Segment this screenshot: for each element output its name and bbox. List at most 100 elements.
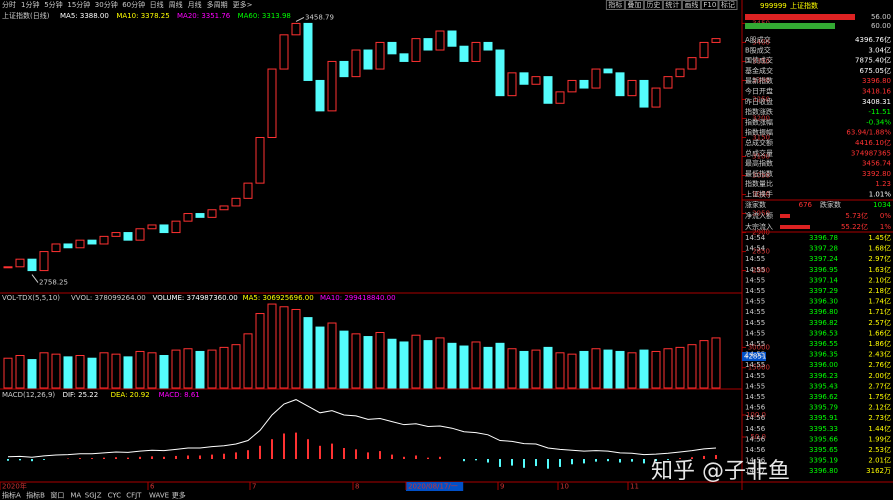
candle xyxy=(507,72,517,97)
status-button[interactable]: 更多 xyxy=(172,491,186,500)
volume-bar xyxy=(675,346,685,389)
toolbar-button[interactable]: 15分钟 xyxy=(67,0,90,9)
tick-amount: 2.01亿 xyxy=(868,456,891,465)
status-button[interactable]: 窗口 xyxy=(50,491,64,500)
date-label: 2020/08/17/一 xyxy=(408,483,458,491)
candle xyxy=(375,41,385,70)
field-value: 3408.31 xyxy=(862,98,891,106)
tick-time: 14:55 xyxy=(745,372,765,380)
toolbar-button[interactable]: 周线 xyxy=(169,0,183,9)
volume-bar xyxy=(3,357,13,389)
tick-time: 14:55 xyxy=(745,382,765,390)
candle xyxy=(627,79,637,97)
volume-bar xyxy=(375,331,385,389)
tick-price: 3396.78 xyxy=(809,234,838,242)
candle xyxy=(363,49,373,70)
toolbar-button[interactable]: 5分钟 xyxy=(44,0,62,9)
candle xyxy=(435,30,445,51)
status-button[interactable]: CYC xyxy=(108,492,122,500)
volume-bar xyxy=(639,349,649,389)
toolbar-button[interactable]: 统计 xyxy=(665,0,679,9)
volume-bar xyxy=(411,334,421,389)
toolbar-button[interactable]: 月线 xyxy=(188,0,202,9)
tick-price: 3395.65 xyxy=(809,446,838,454)
toolbar-button[interactable]: 多周期 xyxy=(207,0,228,9)
field-label: 今日开盘 xyxy=(745,87,773,96)
tick-amount: 2.12亿 xyxy=(868,403,891,412)
toolbar-frame xyxy=(700,0,719,10)
status-button[interactable]: WAVE xyxy=(149,492,169,500)
status-button[interactable]: 指标A xyxy=(2,491,21,500)
status-button[interactable]: MA xyxy=(70,492,81,500)
volume-bar xyxy=(531,349,541,389)
candle xyxy=(351,49,361,78)
tick-price: 3396.00 xyxy=(809,361,838,369)
toolbar-button[interactable]: 更多> xyxy=(233,0,253,9)
field-value: -0.34% xyxy=(866,118,891,126)
candle xyxy=(639,79,649,108)
status-button[interactable]: CFJT xyxy=(126,492,142,500)
toolbar-button[interactable]: 叠加 xyxy=(627,0,641,9)
candle xyxy=(411,38,421,62)
tick-time: 14:55 xyxy=(745,298,765,306)
current-volume-label: 42851 xyxy=(744,353,766,361)
tick-time: 14:55 xyxy=(745,255,765,263)
volume-bar xyxy=(159,355,169,389)
toolbar-button[interactable]: 30分钟 xyxy=(95,0,118,9)
status-button[interactable]: 指标B xyxy=(26,491,45,500)
candle xyxy=(207,209,217,218)
candle xyxy=(555,91,565,104)
tick-amount: 2.77亿 xyxy=(868,381,891,390)
y-tick-label: 3200 xyxy=(752,114,770,122)
field-label: 最低指数 xyxy=(745,169,773,178)
volume-bar xyxy=(423,340,433,389)
toolbar-button[interactable]: F10 xyxy=(703,1,716,9)
field-value: -11.51 xyxy=(868,108,891,116)
toolbar-frame xyxy=(624,0,644,10)
tick-amount: 1.66亿 xyxy=(868,328,891,337)
strength-value: 56.00 xyxy=(871,13,891,21)
toolbar-button[interactable]: 历史 xyxy=(646,0,660,9)
flow-value: 5.73亿 xyxy=(845,211,868,220)
tick-amount: 2.57亿 xyxy=(868,318,891,327)
flow-pct: 0% xyxy=(880,212,891,220)
tick-time: 14:55 xyxy=(745,266,765,274)
volume-bar xyxy=(711,337,721,389)
toolbar-button[interactable]: 分时 xyxy=(2,0,16,9)
toolbar-button[interactable]: 日线 xyxy=(150,0,164,9)
tick-amount: 2.00亿 xyxy=(868,371,891,380)
candle xyxy=(243,182,253,199)
volume-bar xyxy=(603,349,613,389)
toolbar-button[interactable]: 标记 xyxy=(721,0,735,9)
tick-price: 3395.19 xyxy=(809,457,838,465)
date-label: 10 xyxy=(560,483,569,491)
field-value: 3418.16 xyxy=(862,88,891,96)
candle xyxy=(231,197,241,207)
y-tick-label: 2850 xyxy=(752,248,770,256)
candle xyxy=(423,38,433,51)
volume-bar xyxy=(219,346,229,389)
y-tick-label: 50.0 xyxy=(750,433,766,441)
volume-bar xyxy=(315,326,325,389)
candle xyxy=(51,243,61,253)
toolbar-button[interactable]: 60分钟 xyxy=(122,0,145,9)
status-button[interactable]: SGJZ xyxy=(85,492,102,500)
toolbar-button[interactable]: 1分钟 xyxy=(21,0,39,9)
candle xyxy=(543,76,553,104)
tick-amount: 1.74亿 xyxy=(868,297,891,306)
quote-code: 999999 xyxy=(760,2,787,10)
candle xyxy=(651,87,661,108)
field-value: 3456.74 xyxy=(862,160,891,168)
tick-amount: 1.45亿 xyxy=(868,233,891,242)
toolbar-frame xyxy=(662,0,682,10)
volume-bar xyxy=(183,348,193,389)
candle xyxy=(183,213,193,222)
candle xyxy=(3,266,13,269)
field-label: 指数量比 xyxy=(745,179,773,188)
volume-bar xyxy=(459,345,469,389)
date-label: 11 xyxy=(630,483,639,491)
toolbar-button[interactable]: 画线 xyxy=(684,0,698,9)
annotation-line xyxy=(295,16,305,22)
breadth-value: 676 xyxy=(799,201,813,209)
toolbar-button[interactable]: 指标 xyxy=(608,0,622,9)
